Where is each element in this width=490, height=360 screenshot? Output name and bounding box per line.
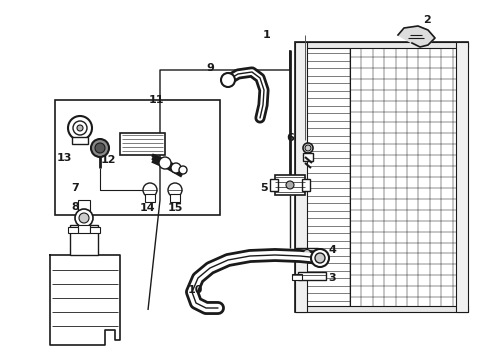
Bar xyxy=(72,137,88,144)
Text: 10: 10 xyxy=(187,285,203,295)
Bar xyxy=(295,42,468,48)
Bar xyxy=(295,306,468,312)
Circle shape xyxy=(143,183,157,197)
Circle shape xyxy=(311,249,329,267)
Bar xyxy=(299,46,350,308)
Bar xyxy=(78,225,90,233)
Bar xyxy=(70,225,98,255)
Polygon shape xyxy=(398,26,435,47)
Circle shape xyxy=(171,163,181,173)
Text: 9: 9 xyxy=(206,63,214,73)
Text: 12: 12 xyxy=(100,155,116,165)
Circle shape xyxy=(315,253,325,263)
Circle shape xyxy=(75,209,93,227)
Bar xyxy=(456,42,468,312)
Circle shape xyxy=(73,121,87,135)
Bar xyxy=(145,194,155,202)
Circle shape xyxy=(95,143,105,153)
Circle shape xyxy=(168,183,182,197)
Text: 2: 2 xyxy=(423,15,431,25)
Text: 11: 11 xyxy=(148,95,164,105)
Circle shape xyxy=(91,139,109,157)
Text: 15: 15 xyxy=(167,203,183,213)
Text: 5: 5 xyxy=(260,183,268,193)
Circle shape xyxy=(303,249,311,257)
Bar xyxy=(298,272,326,280)
Bar xyxy=(295,42,307,312)
Text: 7: 7 xyxy=(71,183,79,193)
Polygon shape xyxy=(50,255,120,345)
Text: 3: 3 xyxy=(328,273,336,283)
Bar xyxy=(120,133,165,155)
Bar xyxy=(292,274,302,280)
Text: 13: 13 xyxy=(56,153,72,163)
Circle shape xyxy=(68,116,92,140)
Text: 1: 1 xyxy=(263,30,271,40)
Bar xyxy=(68,227,78,233)
Bar xyxy=(90,227,100,233)
Circle shape xyxy=(303,143,313,153)
Bar xyxy=(275,175,305,195)
Circle shape xyxy=(77,125,83,131)
Bar xyxy=(296,248,318,258)
Bar xyxy=(78,200,90,228)
Bar xyxy=(303,153,313,161)
Bar xyxy=(270,179,278,191)
Text: 8: 8 xyxy=(71,202,79,212)
Text: 14: 14 xyxy=(139,203,155,213)
Circle shape xyxy=(286,181,294,189)
Bar xyxy=(295,42,468,312)
Circle shape xyxy=(221,73,235,87)
Bar xyxy=(55,100,220,215)
Circle shape xyxy=(79,213,89,223)
Circle shape xyxy=(305,145,311,151)
Text: 6: 6 xyxy=(286,133,294,143)
Circle shape xyxy=(159,157,171,169)
Bar xyxy=(302,179,310,191)
Text: 4: 4 xyxy=(328,245,336,255)
Bar xyxy=(170,194,180,202)
Circle shape xyxy=(179,166,187,174)
